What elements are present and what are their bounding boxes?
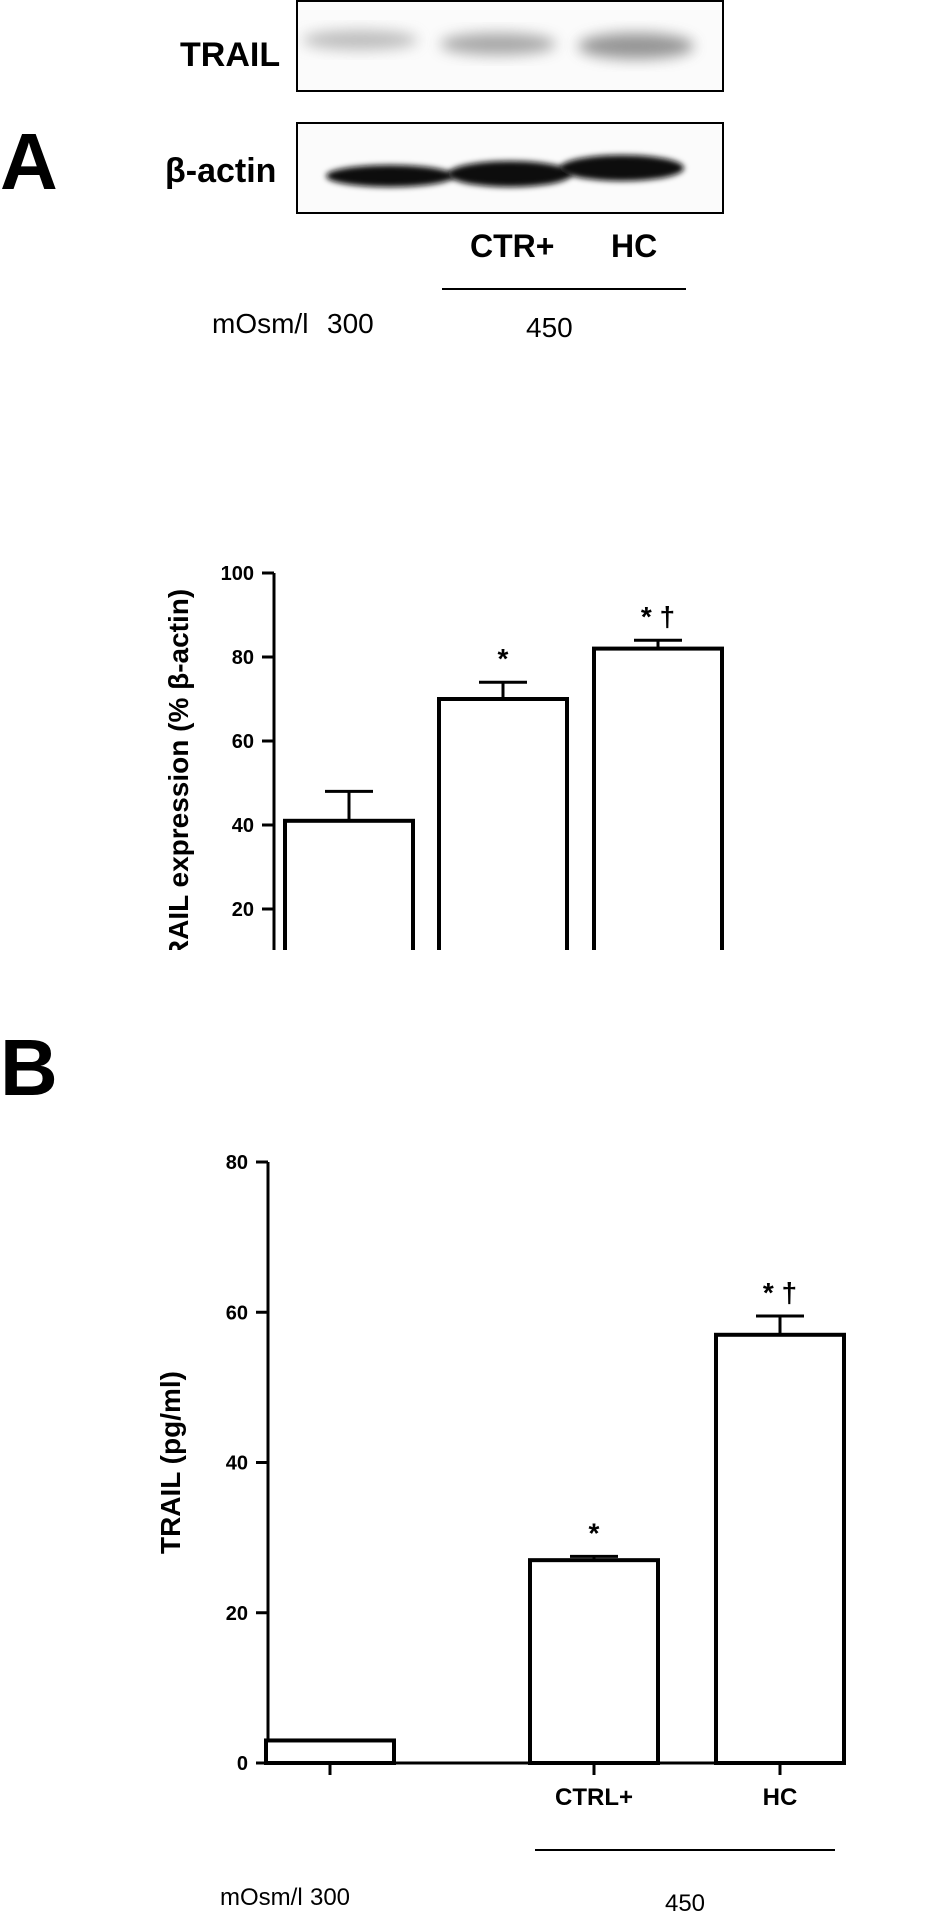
bar bbox=[592, 646, 724, 950]
significance-marker: * bbox=[589, 1517, 600, 1548]
actin-band-lane2 bbox=[448, 161, 572, 187]
y-tick-label: 60 bbox=[226, 1302, 248, 1324]
bar bbox=[714, 1332, 846, 1765]
blot-osm-450: 450 bbox=[526, 312, 573, 343]
y-tick-label: 60 bbox=[232, 731, 254, 753]
trail-blot-image bbox=[302, 30, 694, 59]
y-tick-label: 20 bbox=[232, 899, 254, 921]
blot-osm-group-line bbox=[442, 288, 686, 290]
trail-band-lane3 bbox=[578, 33, 694, 59]
osm-value-450: 450 bbox=[665, 1890, 705, 1917]
osm-label: mOsm/l bbox=[220, 1884, 303, 1911]
significance-marker: * bbox=[498, 643, 509, 674]
y-axis-label: TRAIL (pg/ml) bbox=[155, 1371, 186, 1554]
x-tick-label: CTRL+ bbox=[555, 1784, 633, 1811]
beta-actin-blot-image bbox=[326, 155, 684, 187]
y-tick-label: 80 bbox=[232, 647, 254, 669]
y-tick-label: 80 bbox=[226, 1152, 248, 1174]
y-tick-label: 40 bbox=[226, 1453, 248, 1475]
panel-b-label: B bbox=[0, 1023, 58, 1112]
trail-band-lane1 bbox=[302, 30, 418, 50]
bar bbox=[437, 697, 569, 950]
y-axis-label: TRAIL expression (% β-actin) bbox=[163, 589, 194, 950]
bar bbox=[264, 1738, 396, 1766]
x-tick-label: HC bbox=[763, 1784, 798, 1811]
y-tick-label: 0 bbox=[237, 1753, 248, 1775]
lane-label-hc: HC bbox=[611, 228, 658, 264]
y-tick-label: 40 bbox=[232, 815, 254, 837]
bar bbox=[283, 818, 415, 950]
blot-osm-label: mOsm/l bbox=[212, 308, 309, 339]
significance-marker: * † bbox=[641, 601, 675, 632]
y-tick-label: 100 bbox=[221, 563, 254, 585]
band-label-beta-actin: β-actin bbox=[165, 152, 277, 190]
beta-actin-blot-strip bbox=[296, 122, 724, 214]
osm-value-300: 300 bbox=[310, 1884, 350, 1911]
trail-blot-strip bbox=[296, 0, 724, 92]
blot-osm-300: 300 bbox=[327, 308, 374, 339]
significance-marker: * † bbox=[763, 1277, 797, 1308]
panel-a-label: A bbox=[0, 117, 58, 206]
actin-band-lane3 bbox=[560, 155, 684, 181]
bar bbox=[528, 1558, 660, 1765]
actin-band-lane1 bbox=[326, 165, 454, 187]
y-tick-label: 20 bbox=[226, 1603, 248, 1625]
chart-b: 0 20 40 60 80 TRAIL (pg/ml) CTRL+ * HC * † mOsm/l 3… bbox=[155, 1152, 846, 1917]
trail-band-lane2 bbox=[440, 33, 556, 55]
band-label-trail: TRAIL bbox=[180, 36, 281, 74]
lane-label-ctr: CTR+ bbox=[470, 228, 555, 264]
